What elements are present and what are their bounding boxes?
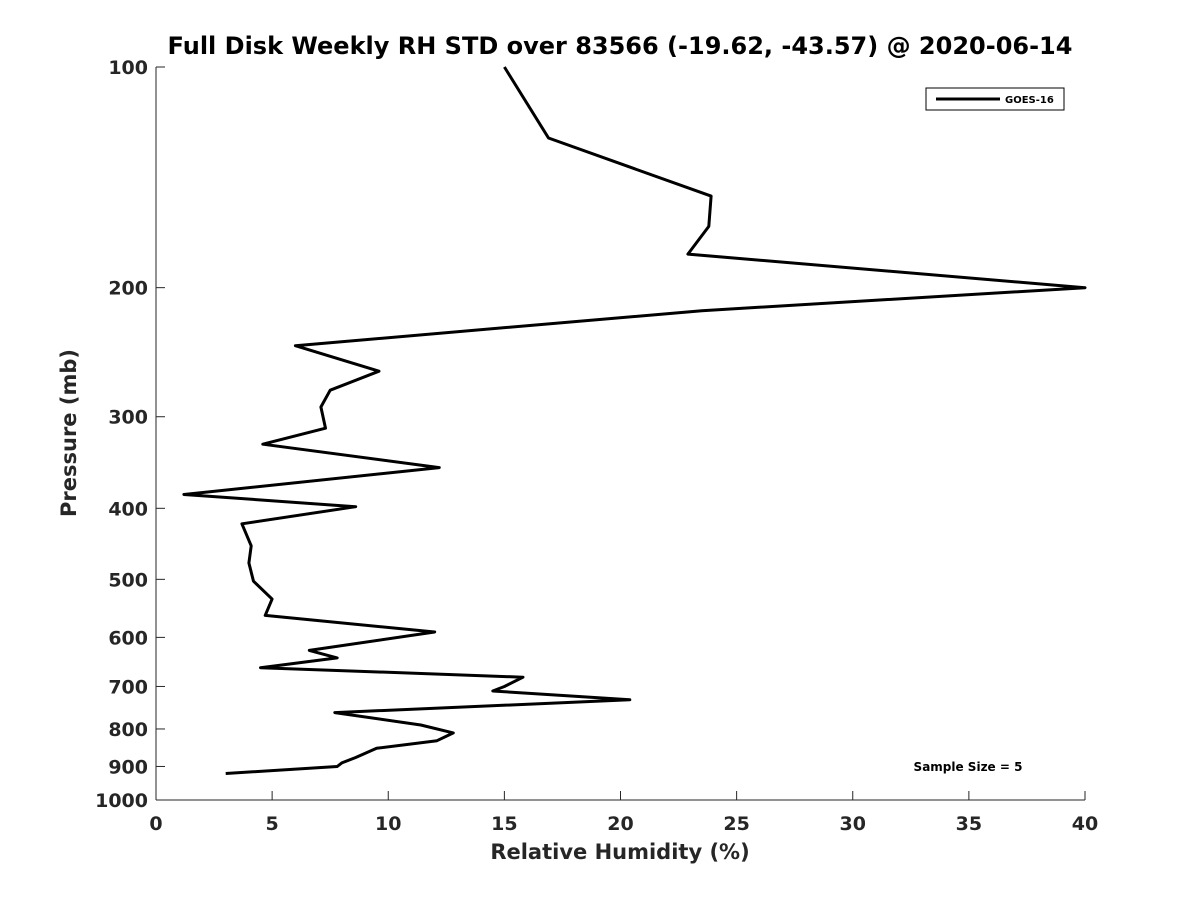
x-tick-label: 0 (149, 813, 162, 835)
y-axis-label: Pressure (mb) (57, 349, 81, 517)
series-line-goes-16 (182, 66, 1087, 775)
x-tick-label: 40 (1072, 813, 1098, 835)
series (182, 66, 1087, 775)
y-tick-label: 800 (108, 719, 148, 741)
y-tick-label: 400 (108, 498, 148, 520)
x-tick-label: 10 (375, 813, 401, 835)
x-tick-label: 15 (491, 813, 517, 835)
legend: GOES-16 (925, 87, 1065, 111)
x-tick-label: 30 (840, 813, 866, 835)
y-tick-label: 200 (108, 278, 148, 300)
y-tick-label: 500 (108, 569, 148, 591)
sample-size-annotation: Sample Size = 5 (914, 760, 1023, 774)
y-tick-label: 100 (108, 57, 148, 79)
y-tick-label: 900 (108, 756, 148, 778)
y-tick-label: 300 (108, 407, 148, 429)
axes (155, 67, 1085, 801)
chart-title: Full Disk Weekly RH STD over 83566 (-19.… (168, 32, 1073, 60)
x-tick-label: 25 (723, 813, 749, 835)
x-tick-label: 5 (266, 813, 279, 835)
x-axis-label: Relative Humidity (%) (490, 840, 749, 864)
ticks: 0 5 10 15 20 25 30 35 40 100 200 300 400 500 600 700 800… (95, 57, 1098, 835)
y-tick-label: 1000 (95, 790, 148, 812)
legend-label-goes-16: GOES-16 (1005, 95, 1054, 106)
y-tick-label: 600 (108, 627, 148, 649)
y-tick-label: 700 (108, 676, 148, 698)
x-tick-label: 20 (607, 813, 633, 835)
x-tick-label: 35 (956, 813, 982, 835)
